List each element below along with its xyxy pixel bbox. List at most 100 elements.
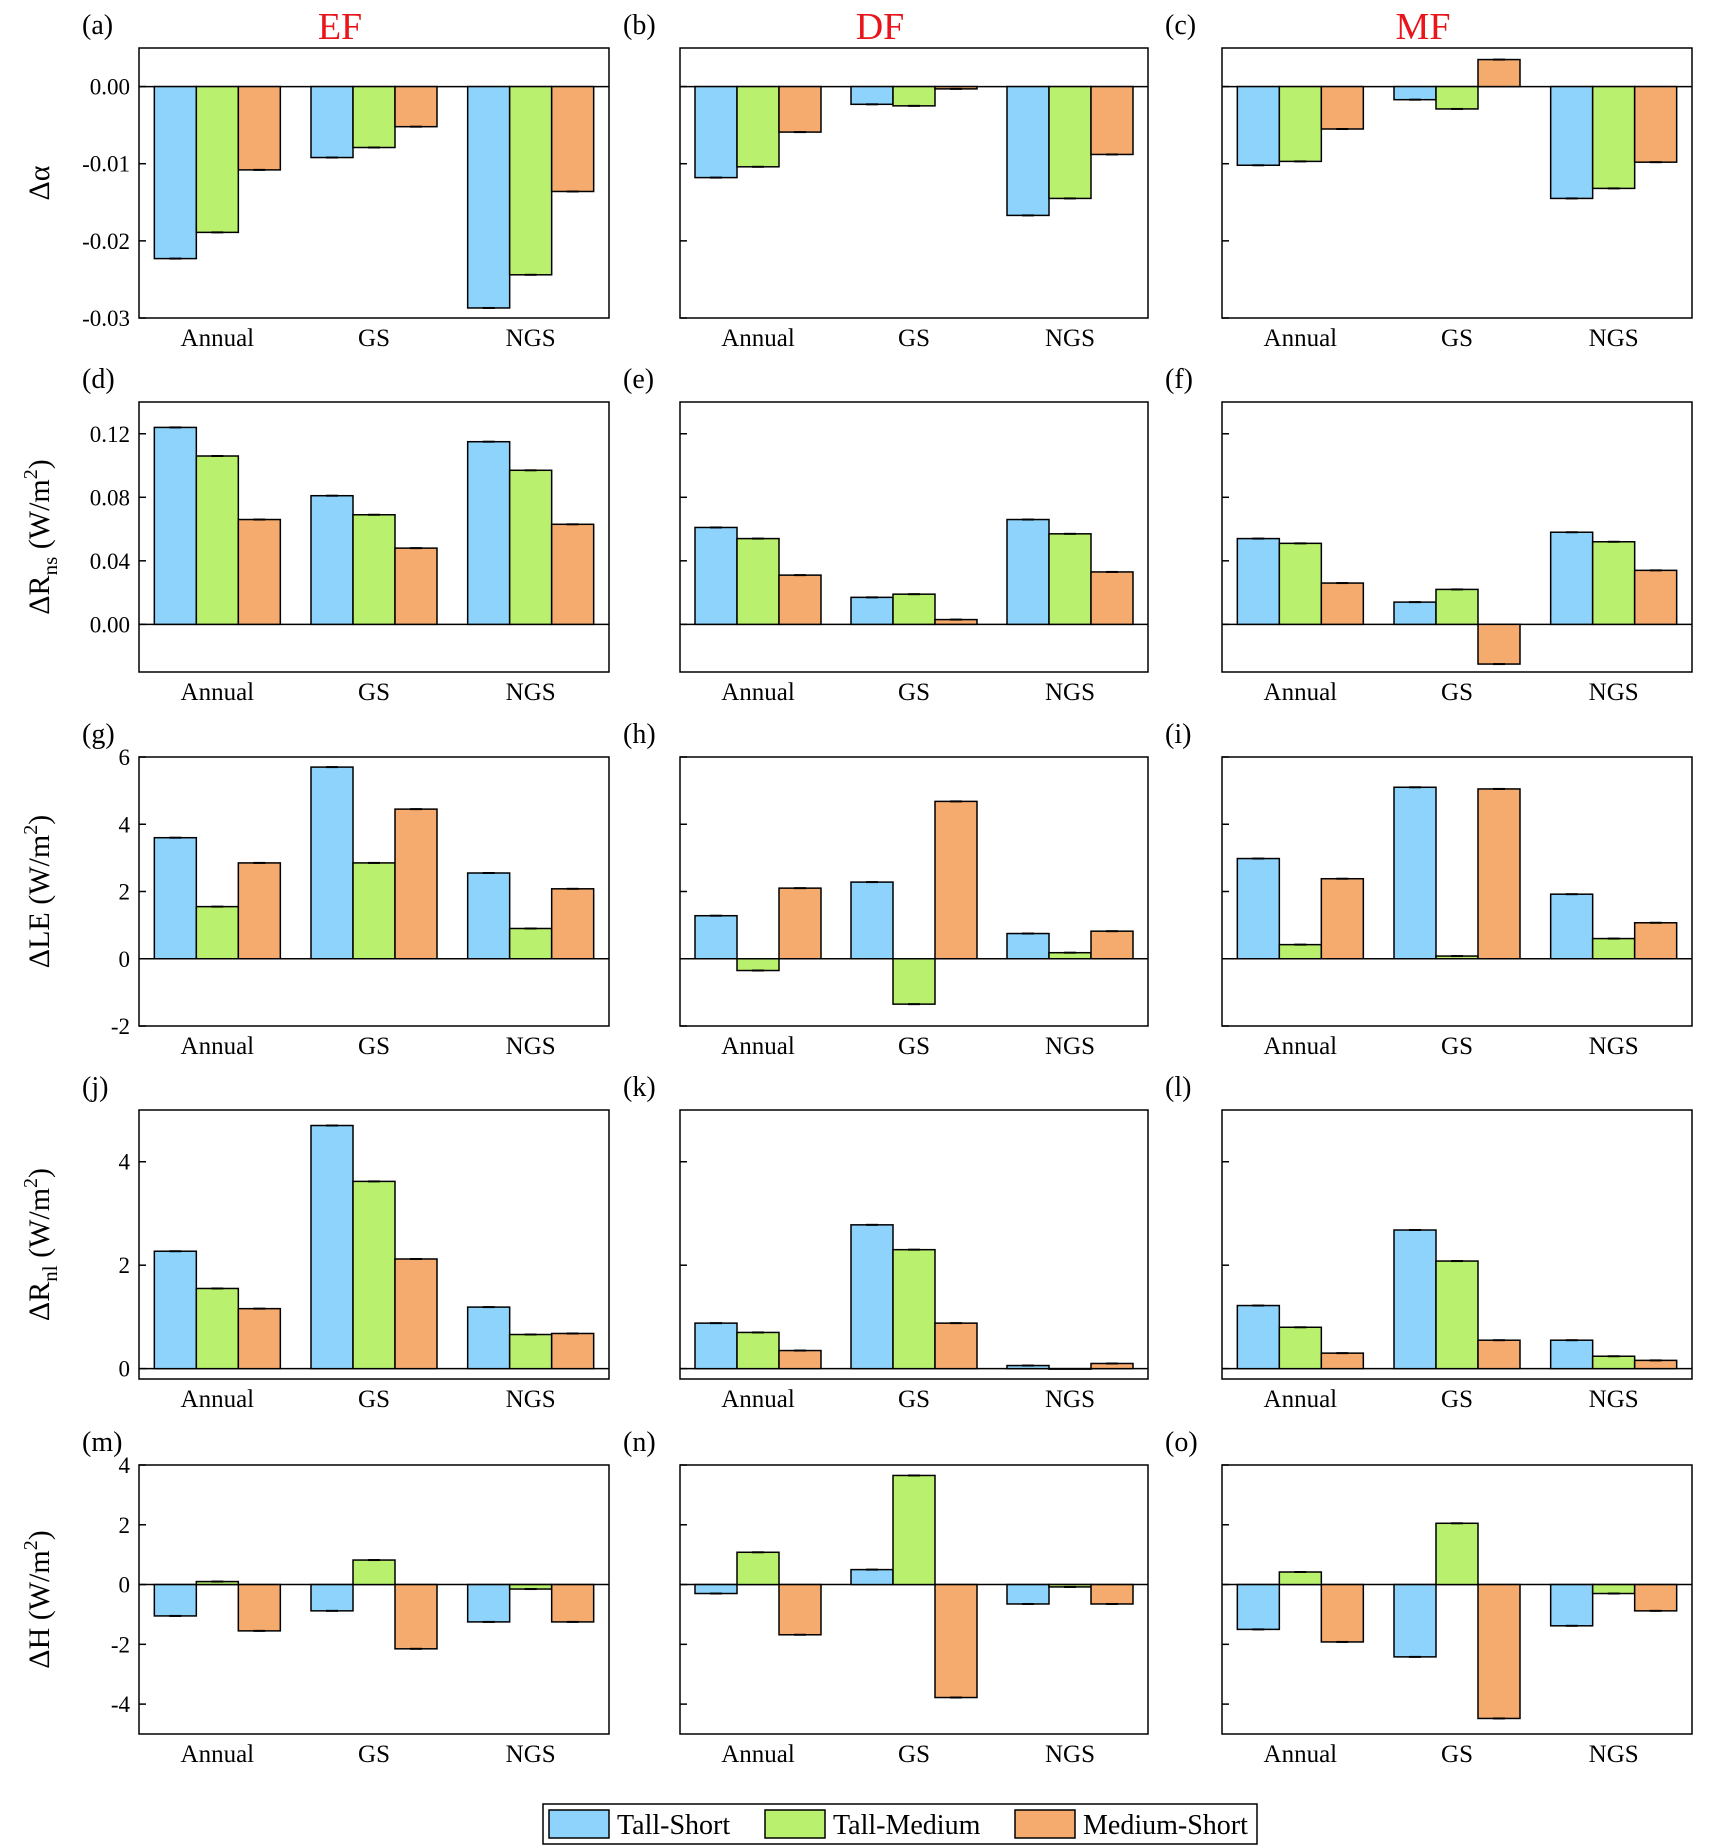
- bar-tall-medium: [1048, 1367, 1092, 1370]
- bar-tall-medium: [195, 905, 240, 960]
- bar-tall-short: [694, 526, 738, 626]
- x-tick-label: NGS: [506, 325, 556, 352]
- bar-tall-medium: [1278, 1326, 1323, 1370]
- x-tick-label: Annual: [721, 679, 795, 706]
- bar-medium-short: [1477, 1339, 1521, 1370]
- bar-medium-short: [778, 574, 822, 626]
- bar-tall-medium: [195, 85, 240, 234]
- ylabel-close: ): [23, 1530, 56, 1540]
- legend-swatch-tall-medium: [764, 1809, 826, 1839]
- bar-medium-short: [550, 85, 595, 193]
- ylabel-sup: 2: [20, 469, 42, 479]
- ylabel-unit: (W/m: [23, 479, 56, 556]
- bar-tall-short: [850, 596, 894, 626]
- bar-tall-short: [1393, 786, 1437, 960]
- x-tick-label: Annual: [181, 679, 255, 706]
- x-tick-label: GS: [358, 1741, 390, 1768]
- bar-tall-short: [310, 1583, 354, 1612]
- bar-tall-short: [1393, 601, 1437, 626]
- bar-tall-medium: [1435, 1522, 1479, 1586]
- plot-frame: [679, 1109, 1149, 1380]
- x-tick-label: NGS: [1045, 1033, 1095, 1060]
- plot-frame: [138, 1464, 610, 1735]
- bar-tall-medium: [1278, 943, 1323, 960]
- ylabel-sub: nl: [38, 1265, 62, 1282]
- bar-medium-short: [778, 1349, 822, 1370]
- legend-swatch-medium-short: [1014, 1809, 1076, 1839]
- bar-medium-short: [550, 888, 595, 960]
- panel-d: 0.12 0.08 0.04 0.00 Annual GS NGS (d) ΔRns (W/m2…: [20, 364, 610, 706]
- x-tick-label: Annual: [1264, 1033, 1338, 1060]
- y-tick-label: -2: [111, 1014, 130, 1039]
- bar-tall-short: [466, 440, 511, 626]
- bar-tall-short: [466, 85, 511, 309]
- y-tick-label: 2: [119, 880, 131, 905]
- panel-label: (d): [82, 364, 115, 395]
- y-tick-label: -0.03: [82, 306, 130, 331]
- bar-medium-short: [1477, 58, 1521, 88]
- x-tick-label: NGS: [1589, 1033, 1639, 1060]
- panel-c: Annual GS NGS (c) MF: [1165, 6, 1693, 352]
- bar-tall-medium: [736, 1551, 780, 1586]
- x-tick-label: GS: [1441, 1033, 1473, 1060]
- bar-medium-short: [1090, 930, 1134, 960]
- y-tick-label: 4: [119, 1150, 131, 1175]
- bar-tall-short: [153, 426, 198, 626]
- bar-medium-short: [1633, 85, 1678, 163]
- bar-tall-short: [1393, 1229, 1437, 1370]
- ylabel-unit: (W/m: [23, 1550, 56, 1627]
- bar-tall-short: [310, 494, 354, 626]
- bar-medium-short: [1090, 571, 1134, 626]
- x-tick-label: NGS: [506, 1033, 556, 1060]
- bar-medium-short: [1320, 85, 1365, 130]
- legend-frame: [542, 1803, 1258, 1845]
- panel-label: (m): [82, 1427, 122, 1458]
- bar-tall-short: [466, 1306, 511, 1370]
- bar-tall-medium: [892, 1474, 936, 1586]
- bar-tall-short: [850, 1224, 894, 1370]
- x-tick-label: NGS: [1589, 1741, 1639, 1768]
- plot-frame: [1221, 47, 1693, 319]
- bar-tall-medium: [892, 958, 936, 1005]
- bar-tall-medium: [352, 1559, 396, 1586]
- x-tick-label: Annual: [1264, 1741, 1338, 1768]
- bar-tall-short: [1549, 1339, 1594, 1370]
- panel-a: 0.00 -0.01 -0.02 -0.03 Annual GS NGS (a) EF Δα: [23, 6, 610, 352]
- bar-tall-medium: [1591, 1583, 1636, 1595]
- bar-tall-medium: [352, 85, 396, 149]
- ylabel-unit: (W/m: [23, 835, 56, 912]
- bar-medium-short: [934, 800, 978, 960]
- bar-tall-short: [1236, 857, 1281, 960]
- y-axis-label: ΔRns (W/m2): [20, 459, 62, 614]
- y-tick-label: 0.00: [90, 75, 130, 100]
- plot-frame: [679, 1464, 1149, 1735]
- bar-tall-medium: [892, 593, 936, 626]
- ylabel-close: ): [23, 459, 56, 469]
- y-axis-label: Δα: [23, 165, 56, 200]
- x-tick-label: GS: [1441, 679, 1473, 706]
- plot-frame: [1221, 401, 1693, 673]
- y-tick-label: 0.00: [90, 612, 130, 637]
- ylabel-close: ): [23, 1168, 56, 1178]
- ylabel-sup: 2: [20, 1540, 42, 1550]
- x-tick-label: NGS: [506, 1741, 556, 1768]
- bar-medium-short: [237, 1307, 282, 1370]
- ylabel-main: Δα: [23, 165, 56, 200]
- bar-medium-short: [1090, 1583, 1134, 1605]
- panel-f: Annual GS NGS (f): [1165, 364, 1693, 706]
- x-tick-label: GS: [898, 1386, 930, 1413]
- legend-swatch-tall-short: [548, 1809, 610, 1839]
- bar-tall-short: [1236, 85, 1281, 167]
- ylabel-unit: (W/m: [23, 1188, 56, 1265]
- ylabel-main: ΔR: [23, 575, 56, 614]
- panel-i: Annual GS NGS (i): [1165, 719, 1693, 1060]
- bar-tall-medium: [1278, 85, 1323, 163]
- y-axis-label: ΔLE (W/m2): [20, 815, 56, 968]
- panel-label: (j): [82, 1072, 108, 1103]
- bar-tall-medium: [352, 514, 396, 626]
- column-title: EF: [318, 6, 362, 48]
- x-tick-label: GS: [898, 1033, 930, 1060]
- bar-medium-short: [237, 85, 282, 171]
- y-tick-label: 2: [119, 1513, 131, 1538]
